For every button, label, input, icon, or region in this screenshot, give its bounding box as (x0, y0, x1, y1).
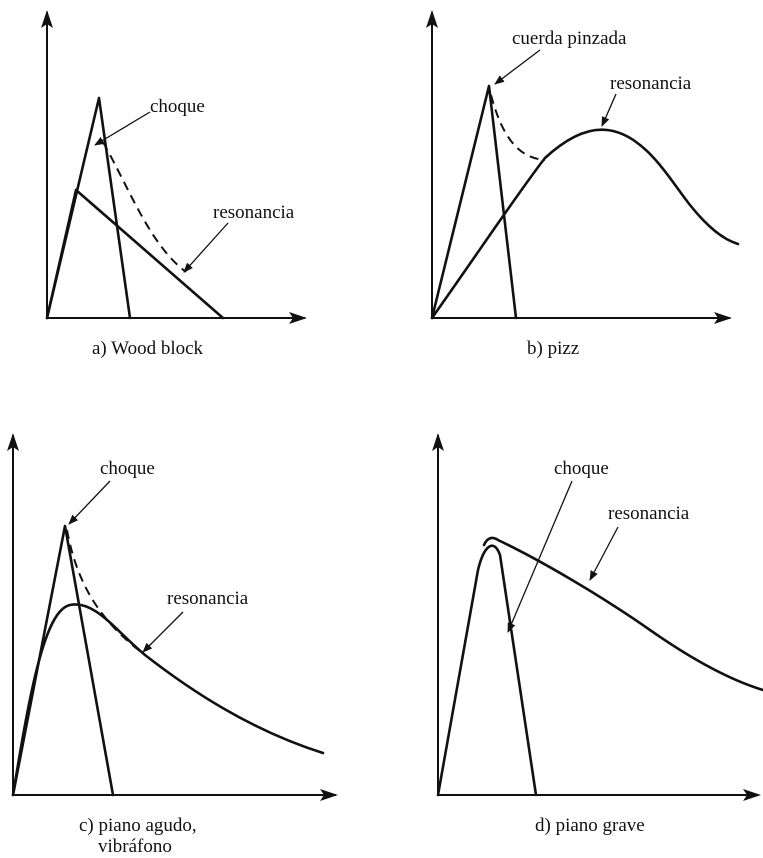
panel-c-x-axis-arrow (320, 789, 338, 801)
panel-a: choque resonancia a) Wood block (41, 10, 307, 359)
panel-d-resonance-pointer (589, 526, 619, 581)
panel-a-resonance-envelope (45, 188, 225, 320)
panel-b-plucked-string-envelope (430, 84, 518, 320)
panel-a-y-axis-arrow (41, 10, 53, 28)
panel-a-caption: a) Wood block (92, 338, 204, 359)
panel-a-combined-envelope (102, 141, 187, 273)
panel-a-x-axis-arrow (289, 312, 307, 324)
panel-a-resonance-pointer (183, 222, 229, 273)
panel-b-resonance-label: resonancia (610, 73, 692, 94)
panel-b-x-axis-arrow (714, 312, 732, 324)
panel-d-shock-pointer (507, 480, 573, 633)
panel-a-resonance-label: resonancia (213, 202, 295, 223)
panel-d-caption: d) piano grave (535, 815, 645, 836)
panel-d-shock-envelope (436, 544, 538, 797)
panel-d-shock-label: choque (554, 458, 609, 479)
panel-c-combined-envelope (66, 529, 146, 656)
panel-d-y-axis-arrow (432, 433, 444, 451)
panel-b-plucked-pointer (494, 49, 541, 85)
panel-b: cuerda pinzada resonancia b) pizz (426, 10, 740, 359)
panel-a-shock-pointer (94, 111, 151, 146)
panel-d-resonance-label: resonancia (608, 503, 690, 524)
panel-b-resonance-pointer (601, 93, 617, 127)
panel-c-y-axis-arrow (7, 433, 19, 451)
panel-c: choque resonancia c) piano agudo, vibráf… (7, 433, 338, 857)
panel-d-resonance-envelope (482, 536, 763, 692)
panel-b-resonance-envelope (430, 128, 740, 320)
panel-c-resonance-pointer (142, 611, 184, 653)
panel-b-y-axis-arrow (426, 10, 438, 28)
panel-c-resonance-label: resonancia (167, 588, 249, 609)
panel-b-caption: b) pizz (527, 338, 579, 359)
panel-c-resonance-envelope (11, 603, 325, 797)
panel-d: choque resonancia d) piano grave (432, 433, 763, 836)
panel-d-x-axis-arrow (743, 789, 761, 801)
panel-c-caption-line2: vibráfono (98, 836, 172, 857)
panel-c-caption-line1: c) piano agudo, (79, 815, 197, 836)
panel-b-plucked-label: cuerda pinzada (512, 28, 627, 49)
panel-c-shock-label: choque (100, 458, 155, 479)
panel-b-combined-envelope (490, 94, 546, 161)
panel-c-shock-envelope (11, 524, 115, 797)
panel-c-shock-pointer (68, 480, 111, 525)
panel-a-shock-label: choque (150, 96, 205, 117)
